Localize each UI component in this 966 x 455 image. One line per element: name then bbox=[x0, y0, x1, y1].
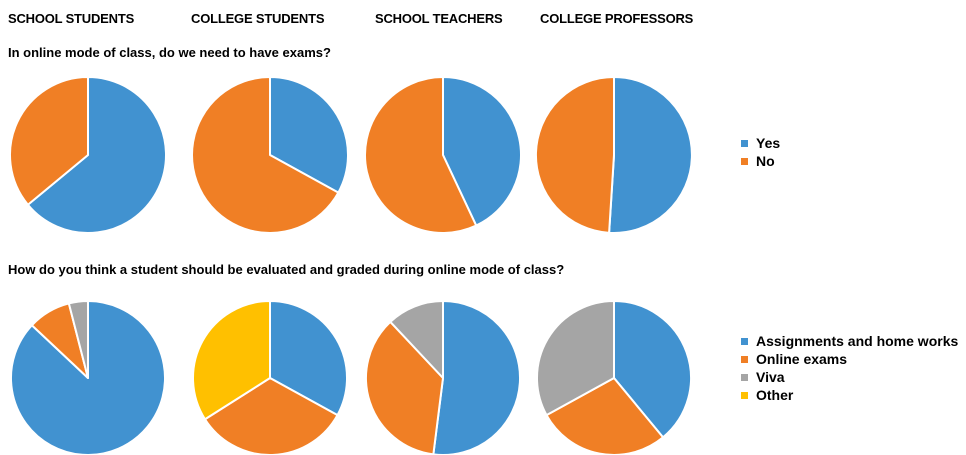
question-exams: In online mode of class, do we need to h… bbox=[8, 45, 331, 60]
legend-swatch-other bbox=[741, 392, 748, 399]
legend-item-online-exams: Online exams bbox=[741, 350, 958, 368]
pie-2-slice-college-students-assignments-and-home-works bbox=[269, 300, 348, 417]
pie-2-slice-college-professors-online-exams bbox=[545, 377, 665, 455]
legend-item-yes: Yes bbox=[741, 134, 780, 152]
legend-item-no: No bbox=[741, 152, 780, 170]
pie-2-school-teachers bbox=[365, 300, 522, 455]
pie-1-college-professors bbox=[534, 76, 693, 234]
pie-1-slice-college-students-yes bbox=[269, 76, 349, 194]
legend-swatch-yes bbox=[741, 140, 748, 147]
legend-label-online-exams: Online exams bbox=[756, 351, 848, 367]
header-school-teachers: SCHOOL TEACHERS bbox=[375, 11, 503, 26]
question-evaluation: How do you think a student should be eva… bbox=[8, 262, 565, 277]
legend-label-viva: Viva bbox=[756, 369, 785, 385]
header-school-students: SCHOOL STUDENTS bbox=[8, 11, 135, 26]
pie-2-slice-school-teachers-viva bbox=[389, 300, 444, 379]
pie-2-slice-college-professors-viva bbox=[536, 300, 615, 417]
header-college-professors: COLLEGE PROFESSORS bbox=[540, 11, 694, 26]
legend-label-other: Other bbox=[756, 387, 794, 403]
pie-1-slice-college-professors-no bbox=[534, 76, 615, 234]
legend-swatch-online-exams bbox=[741, 356, 748, 363]
legend-item-assignments: Assignments and home works bbox=[741, 332, 958, 350]
legend-exams: Yes No bbox=[741, 134, 780, 170]
pie-1-slice-college-students-no bbox=[191, 76, 340, 234]
legend-swatch-viva bbox=[741, 374, 748, 381]
legend-label-no: No bbox=[756, 153, 775, 169]
pie-2-school-students bbox=[10, 300, 166, 455]
pie-2-slice-school-students-viva bbox=[67, 300, 89, 379]
legend-evaluation: Assignments and home works Online exams … bbox=[741, 332, 958, 404]
legend-swatch-assignments bbox=[741, 338, 748, 345]
pie-1-school-students bbox=[9, 76, 167, 234]
pie-2-college-students bbox=[192, 300, 348, 455]
pie-1-school-teachers bbox=[364, 76, 522, 234]
pie-1-slice-school-students-no bbox=[9, 76, 89, 206]
pie-1-college-students bbox=[191, 76, 349, 234]
pie-2-slice-school-teachers-assignments-and-home-works bbox=[432, 300, 522, 455]
pie-1-slice-college-professors-yes bbox=[608, 76, 693, 234]
legend-swatch-no bbox=[741, 158, 748, 165]
legend-item-viva: Viva bbox=[741, 368, 958, 386]
legend-label-yes: Yes bbox=[756, 135, 781, 151]
pie-2-slice-college-professors-assignments-and-home-works bbox=[613, 300, 692, 439]
pie-2-slice-school-students-assignments-and-home-works bbox=[10, 300, 166, 455]
legend-item-other: Other bbox=[741, 386, 958, 404]
pie-2-college-professors bbox=[536, 300, 692, 455]
pie-2-slice-college-students-other bbox=[192, 300, 271, 421]
pie-1-slice-school-teachers-yes bbox=[442, 76, 522, 227]
pie-1-slice-school-students-yes bbox=[26, 76, 167, 234]
pie-1-slice-school-teachers-no bbox=[364, 76, 478, 234]
pie-2-slice-school-teachers-online-exams bbox=[365, 320, 444, 455]
header-college-students: COLLEGE STUDENTS bbox=[191, 11, 325, 26]
legend-label-assignments: Assignments and home works bbox=[756, 333, 959, 349]
